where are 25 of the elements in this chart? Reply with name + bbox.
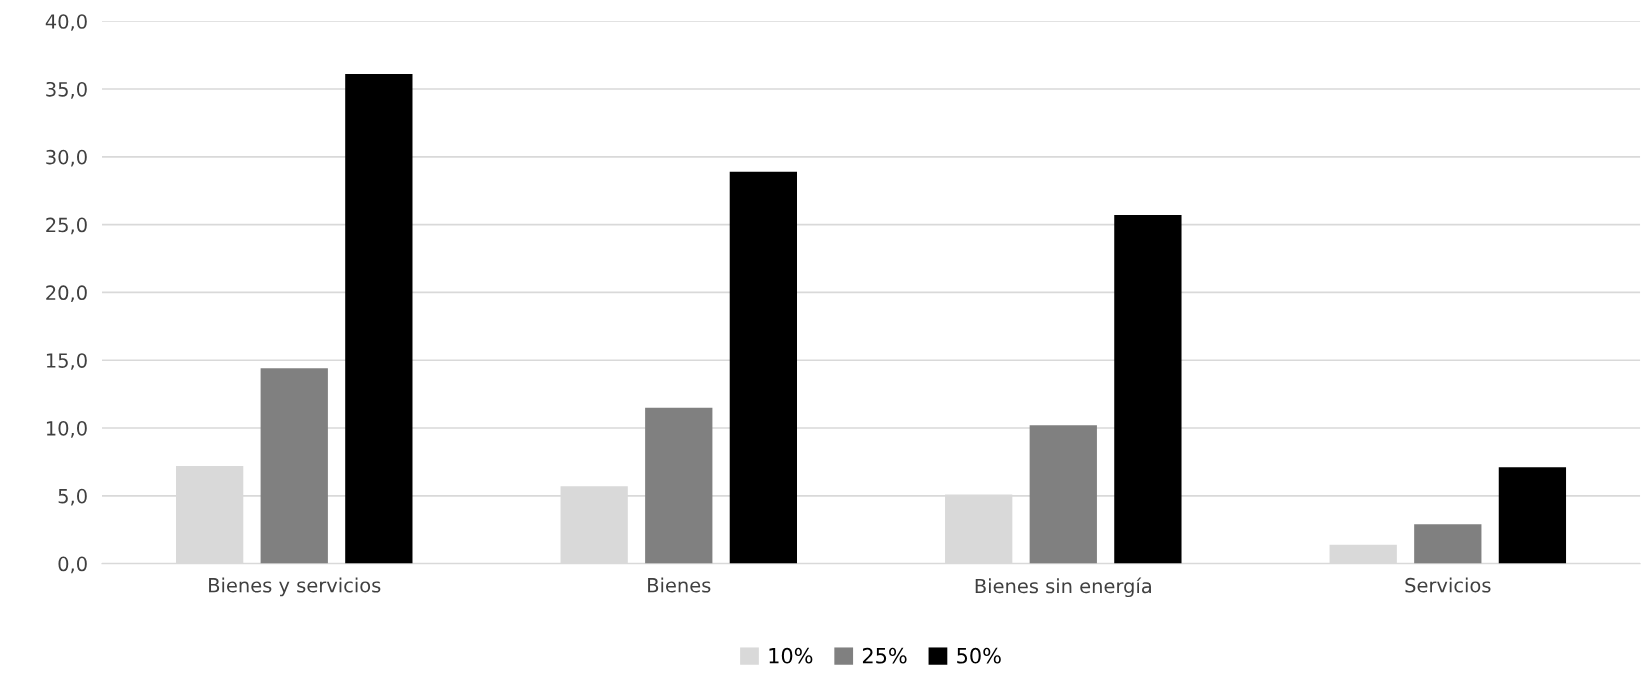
bar — [645, 407, 713, 564]
x-tick-label: Bienes sin energía — [975, 577, 1151, 598]
bar — [345, 74, 413, 564]
y-tick-label: 40,0 — [45, 14, 87, 31]
y-tick-label: 0,0 — [58, 556, 87, 574]
y-tick-label: 20,0 — [46, 285, 87, 303]
legend-label: 25% — [862, 647, 907, 664]
legend-label: 50% — [957, 647, 1001, 664]
bar — [1414, 524, 1482, 564]
y-tick-label: 35,0 — [46, 81, 87, 99]
y-tick-label: 10,0 — [46, 420, 87, 438]
bar — [260, 368, 328, 564]
x-tick-label: Bienes — [648, 577, 711, 593]
bar — [729, 171, 798, 564]
y-tick-label: 30,0 — [46, 149, 87, 167]
bar — [1498, 467, 1567, 564]
y-tick-label: 25,0 — [46, 217, 87, 235]
x-tick-label: Bienes y servicios — [209, 577, 381, 597]
y-tick-label: 5,0 — [58, 488, 87, 506]
bar — [1329, 544, 1397, 564]
bar — [1114, 215, 1182, 564]
x-tick-label: Servicios — [1405, 577, 1491, 593]
y-tick-label: 15,0 — [46, 353, 87, 370]
legend-label: 10% — [769, 647, 813, 664]
bar — [1029, 425, 1097, 564]
